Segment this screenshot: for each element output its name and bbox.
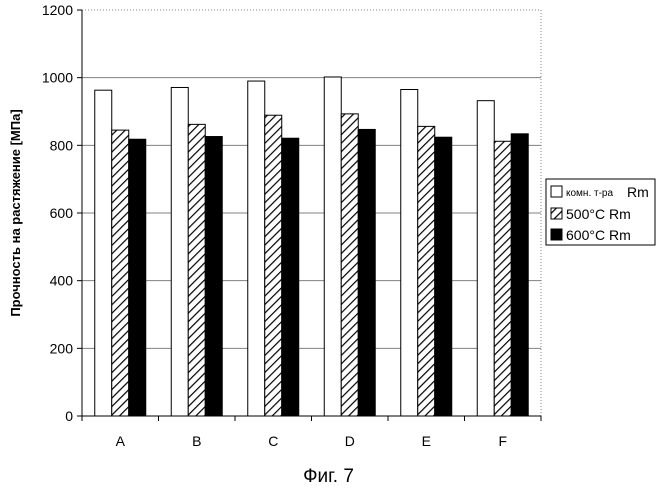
- y-tick-label: 1200: [42, 2, 73, 18]
- x-tick-labels: A B C D E F: [116, 433, 507, 449]
- bar-500c-B: [188, 124, 205, 416]
- y-tick-labels: 0 200 400 600 800 1000 1200: [42, 2, 73, 424]
- x-tick-label: F: [498, 433, 507, 449]
- y-tick-label: 400: [50, 273, 74, 289]
- y-axis-label: Прочность на растяжение [МПа]: [8, 109, 23, 316]
- legend-swatch-room-temp: [551, 186, 562, 197]
- bar-room-temp-A: [95, 90, 112, 416]
- bar-room-temp-B: [171, 87, 188, 416]
- bar-room-temp-E: [401, 90, 418, 416]
- bar-500c-D: [341, 114, 358, 416]
- legend: комн. т-ра Rm 500°C Rm 600°C Rm: [546, 179, 655, 245]
- bar-600c-E: [435, 137, 452, 416]
- bar-room-temp-F: [477, 101, 494, 416]
- bar-500c-F: [494, 141, 511, 416]
- legend-swatch-500c: [551, 208, 562, 219]
- bar-room-temp-D: [324, 77, 341, 416]
- legend-label-600c: 600°C Rm: [566, 227, 631, 243]
- bar-600c-B: [205, 137, 222, 416]
- gridlines: [82, 78, 541, 349]
- bars: [95, 77, 529, 416]
- legend-label-500c: 500°C Rm: [566, 206, 631, 222]
- y-tick-label: 1000: [42, 70, 73, 86]
- bar-600c-C: [282, 138, 299, 416]
- y-tick-label: 200: [50, 340, 74, 356]
- bar-500c-E: [418, 126, 435, 416]
- axes: [77, 10, 541, 421]
- y-tick-label: 0: [65, 408, 73, 424]
- x-tick-label: D: [345, 433, 355, 449]
- x-tick-label: B: [192, 433, 201, 449]
- figure-caption: Фиг. 7: [0, 466, 657, 488]
- legend-swatch-600c: [551, 229, 562, 240]
- x-tick-label: A: [116, 433, 126, 449]
- bar-500c-C: [265, 115, 282, 416]
- bar-600c-A: [129, 139, 146, 416]
- bar-chart: 0 200 400 600 800 1000 1200 A B C D E F Прочность н…: [0, 0, 657, 460]
- y-tick-label: 600: [50, 205, 74, 221]
- legend-label-room-temp-suffix: Rm: [627, 184, 649, 200]
- bar-600c-D: [358, 129, 375, 416]
- legend-label-room-temp-prefix: комн. т-ра: [566, 188, 613, 199]
- x-tick-label: C: [268, 433, 278, 449]
- y-tick-label: 800: [50, 137, 74, 153]
- bar-600c-F: [511, 134, 528, 416]
- bar-500c-A: [112, 130, 129, 416]
- bar-room-temp-C: [248, 81, 265, 416]
- x-tick-label: E: [422, 433, 431, 449]
